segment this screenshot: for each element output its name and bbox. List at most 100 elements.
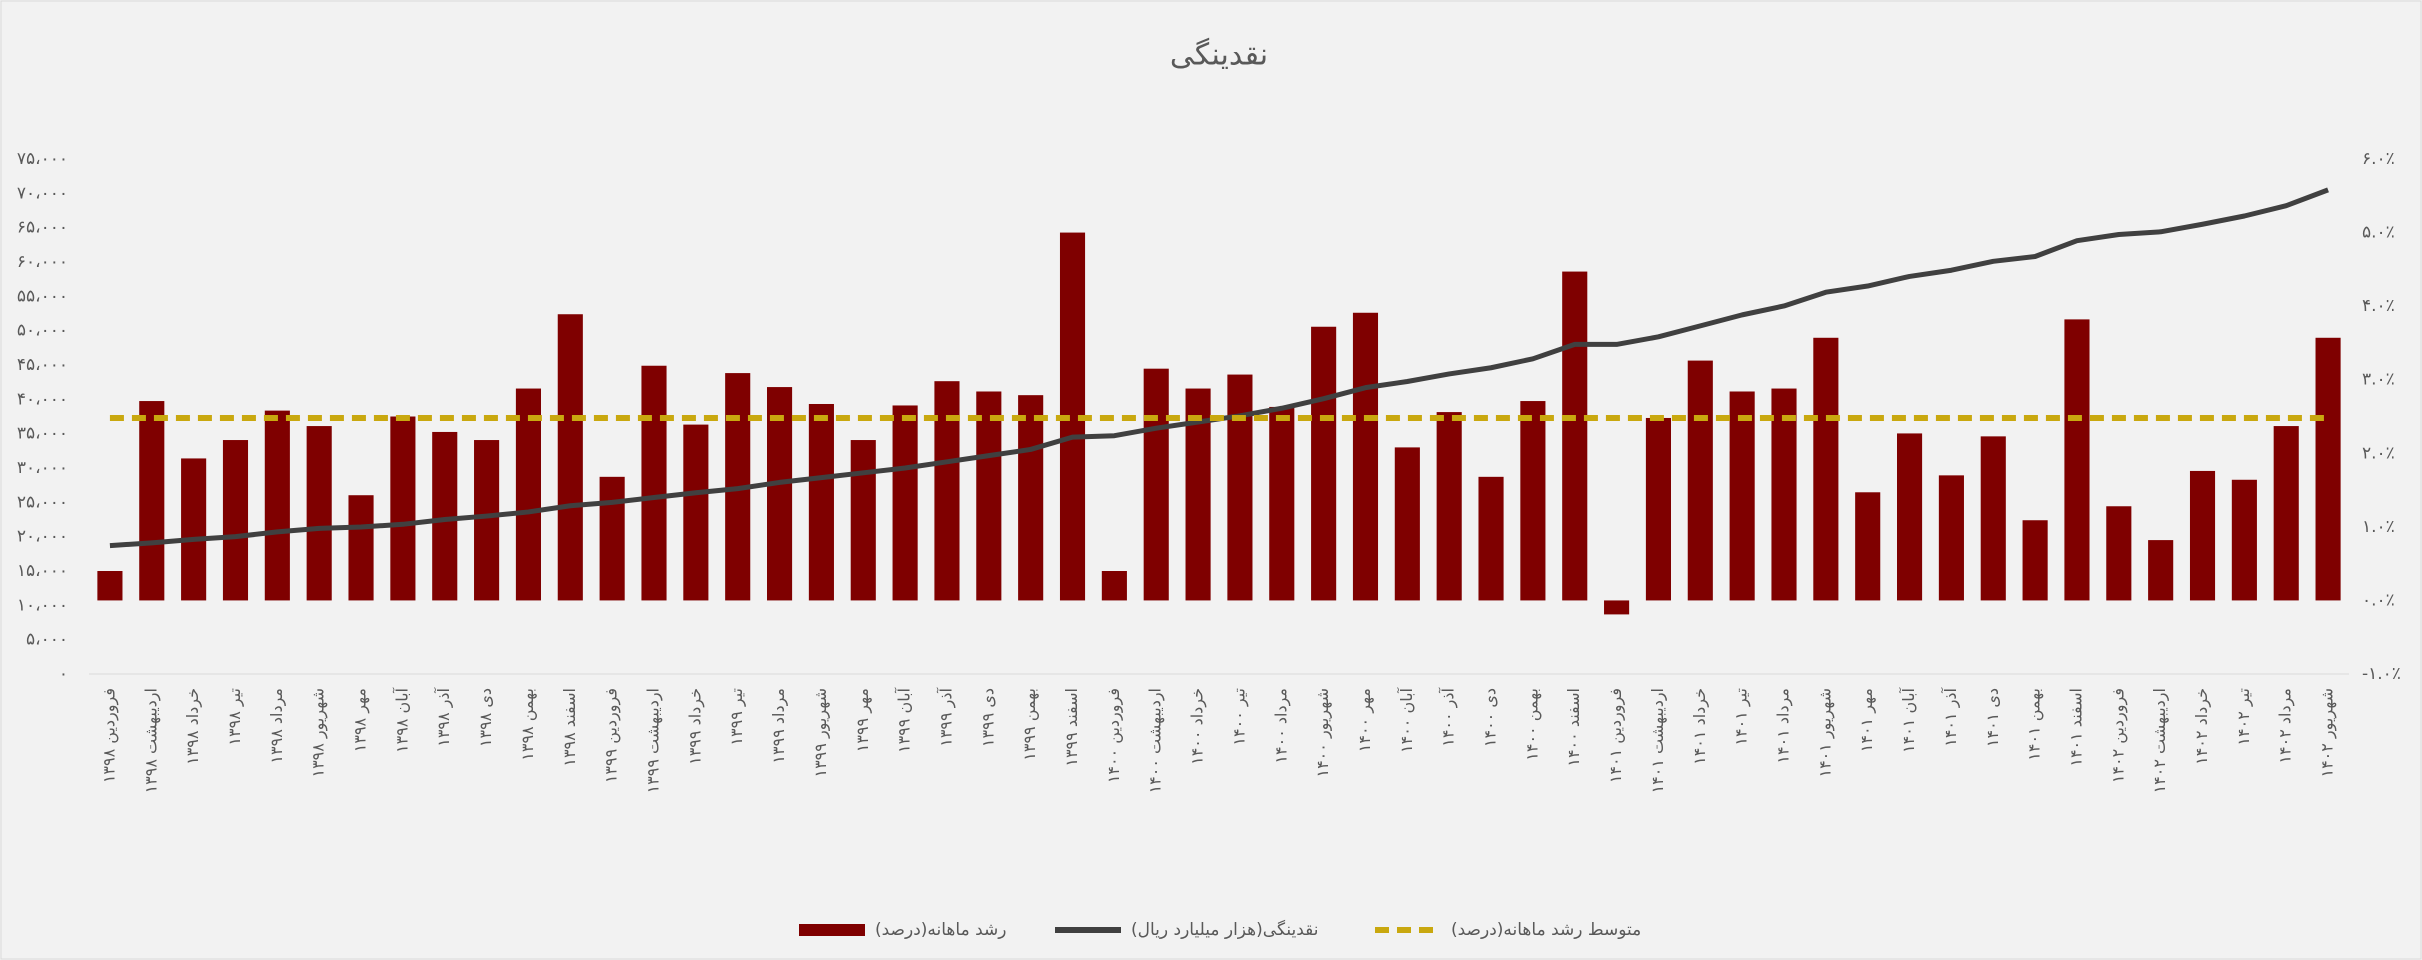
bar: [1855, 492, 1881, 601]
x-tick-label: مرداد ۱۴۰۰: [1271, 688, 1291, 764]
bar: [641, 365, 667, 601]
x-tick-label: بهمن ۱۳۹۸: [518, 688, 538, 761]
bar: [432, 431, 458, 601]
bar: [2022, 520, 2048, 601]
y-tick-label: ۱۰،۰۰۰: [17, 595, 68, 615]
y2-tick-label: ۰.۰٪: [2362, 590, 2395, 610]
bar: [474, 440, 500, 601]
x-tick-label: آبان ۱۴۰۱: [1899, 686, 1918, 753]
y2-tick-label: -۱.۰٪: [2362, 664, 2401, 684]
bar: [1143, 368, 1169, 601]
bar: [1101, 571, 1127, 601]
y-tick-label: ۶۵،۰۰۰: [17, 218, 68, 238]
bar: [767, 387, 793, 601]
x-tick-label: آبان ۱۳۹۹: [895, 686, 914, 753]
x-tick-label: بهمن ۱۳۹۹: [1020, 688, 1040, 761]
bar: [2315, 337, 2341, 601]
bar: [599, 476, 625, 601]
bar: [1352, 312, 1379, 601]
bar: [850, 440, 876, 601]
x-tick-label: خرداد ۱۴۰۰: [1188, 688, 1208, 765]
legend-label: نقدینگی(هزار میلیارد ریال): [1131, 919, 1318, 940]
y2-tick-label: ۶.۰٪: [2362, 149, 2395, 169]
bar: [1897, 433, 1923, 601]
x-tick-label: مرداد ۱۳۹۸: [267, 688, 287, 764]
x-tick-label: تیر ۱۳۹۸: [225, 688, 245, 746]
x-tick-label: مهر ۱۳۹۹: [853, 688, 873, 752]
x-tick-label: آذر ۱۳۹۹: [936, 686, 956, 746]
y-tick-label: ۰: [59, 664, 68, 684]
bar: [1980, 436, 2006, 601]
x-tick-label: تیر ۱۴۰۰: [1229, 688, 1249, 746]
x-tick-label: فروردین ۱۴۰۲: [2108, 688, 2128, 783]
bar: [1938, 475, 1964, 601]
y-tick-label: ۳۰،۰۰۰: [17, 458, 68, 478]
y-tick-label: ۲۰،۰۰۰: [17, 527, 68, 547]
bar: [1520, 401, 1546, 601]
bar: [390, 416, 416, 601]
bar: [976, 391, 1002, 601]
legend-label: متوسط رشد ماهانه(درصد): [1451, 920, 1641, 940]
bar: [1269, 406, 1295, 601]
x-tick-label: آذر ۱۴۰۱: [1941, 686, 1961, 746]
y-tick-label: ۵۵،۰۰۰: [17, 286, 68, 306]
x-tick-label: مهر ۱۴۰۰: [1355, 688, 1375, 752]
bar: [1645, 417, 1671, 601]
bar: [264, 410, 290, 601]
x-tick-label: خرداد ۱۴۰۱: [1690, 688, 1710, 765]
x-tick-label: خرداد ۱۳۹۸: [183, 688, 203, 765]
bar: [2064, 319, 2090, 601]
legend-swatch: [799, 924, 865, 936]
x-tick-label: دی ۱۴۰۱: [1983, 688, 2002, 747]
y-tick-label: ۵،۰۰۰: [26, 630, 68, 650]
y-tick-label: ۷۵،۰۰۰: [17, 149, 68, 169]
bar: [97, 571, 123, 601]
x-tick-label: فروردین ۱۴۰۱: [1606, 688, 1626, 783]
bar: [1687, 360, 1713, 601]
x-tick-label: اردیبهشت ۱۳۹۹: [644, 688, 664, 793]
bar: [892, 405, 918, 601]
x-tick-label: مرداد ۱۴۰۲: [2276, 688, 2296, 764]
bar: [1813, 337, 1839, 601]
x-tick-label: تیر ۱۴۰۱: [1732, 688, 1752, 746]
y-tick-label: ۴۵،۰۰۰: [17, 355, 68, 375]
x-tick-label: آبان ۱۴۰۰: [1397, 686, 1416, 753]
bar: [808, 403, 834, 601]
x-tick-label: تیر ۱۳۹۹: [727, 688, 747, 746]
x-tick-label: آبان ۱۳۹۸: [392, 686, 411, 753]
x-tick-label: شهریور ۱۴۰۰: [1313, 688, 1333, 778]
bar: [557, 314, 583, 601]
x-tick-label: اردیبهشت ۱۴۰۲: [2150, 688, 2170, 793]
legend-label: رشد ماهانه(درصد): [875, 920, 1006, 940]
bar: [1604, 600, 1630, 615]
bar: [1436, 412, 1462, 601]
y-tick-label: ۷۰،۰۰۰: [17, 183, 68, 203]
bar: [515, 388, 541, 601]
y-tick-label: ۶۰،۰۰۰: [17, 252, 68, 272]
bar: [306, 426, 332, 601]
bar: [2231, 479, 2257, 601]
x-tick-label: فروردین ۱۳۹۸: [99, 688, 119, 783]
x-tick-label: اردیبهشت ۱۴۰۱: [1648, 688, 1668, 793]
bar: [1562, 271, 1588, 601]
bar: [934, 381, 960, 601]
bar: [1311, 326, 1337, 601]
x-tick-label: دی ۱۳۹۸: [476, 688, 495, 747]
x-tick-label: آذر ۱۳۹۸: [434, 686, 454, 746]
y-tick-label: ۳۵،۰۰۰: [17, 424, 68, 444]
chart-title: نقدینگی: [1170, 38, 1268, 73]
x-tick-label: دی ۱۴۰۰: [1481, 688, 1500, 747]
y-tick-label: ۲۵،۰۰۰: [17, 492, 68, 512]
x-tick-label: شهریور ۱۴۰۱: [1815, 688, 1835, 778]
x-tick-label: شهریور ۱۳۹۸: [309, 688, 329, 778]
x-tick-label: مرداد ۱۳۹۹: [769, 688, 789, 764]
x-tick-label: اسفند ۱۴۰۰: [1564, 688, 1583, 767]
bar: [1018, 395, 1044, 601]
bar: [683, 424, 709, 601]
x-tick-label: اسفند ۱۴۰۱: [2066, 688, 2085, 767]
y2-tick-label: ۴.۰٪: [2362, 296, 2395, 316]
y2-tick-label: ۵.۰٪: [2362, 223, 2395, 243]
y2-tick-label: ۱.۰٪: [2362, 517, 2395, 537]
